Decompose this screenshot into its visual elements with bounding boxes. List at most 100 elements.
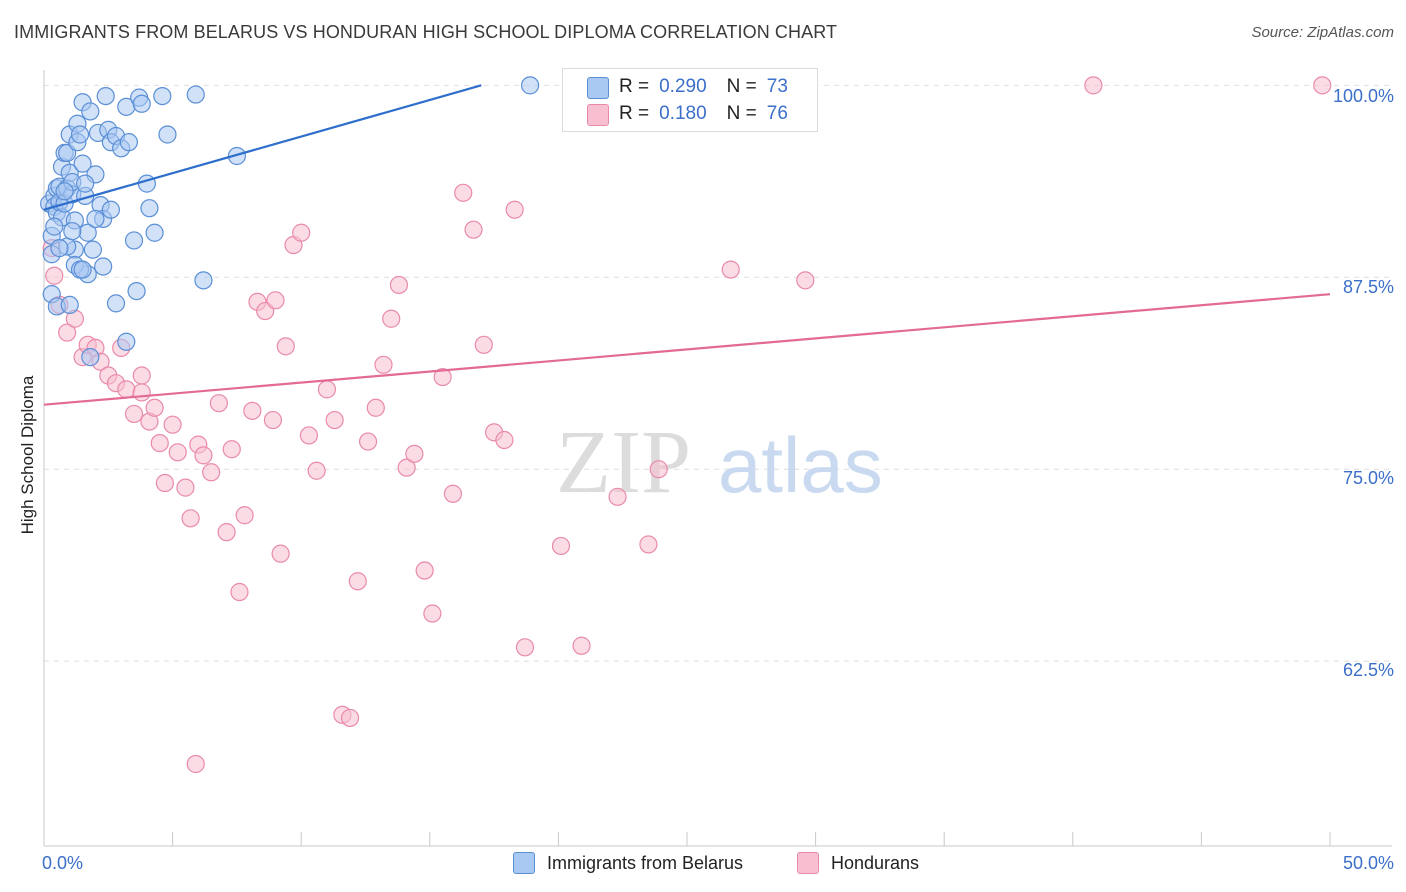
point-hondurans <box>222 440 241 459</box>
r-label: R = <box>619 103 650 124</box>
point-belarus <box>140 199 159 218</box>
point-hondurans <box>608 487 627 506</box>
point-belarus <box>96 87 115 106</box>
point-belarus <box>101 200 120 219</box>
point-hondurans <box>796 271 815 290</box>
legend-item-belarus[interactable]: Immigrants from Belarus <box>513 852 743 874</box>
point-hondurans <box>366 398 385 417</box>
point-belarus <box>124 231 144 250</box>
point-belarus <box>94 257 113 276</box>
point-belarus <box>45 217 64 236</box>
point-hondurans <box>176 478 195 497</box>
watermark-atlas: atlas <box>718 421 883 509</box>
point-hondurans <box>1084 76 1103 95</box>
chart-title: IMMIGRANTS FROM BELARUS VS HONDURAN HIGH… <box>14 22 838 42</box>
point-belarus <box>158 125 177 144</box>
point-belarus <box>63 222 82 241</box>
point-belarus <box>86 209 105 229</box>
point-belarus <box>55 182 74 201</box>
y-tick-label: 100.0% <box>1332 86 1394 106</box>
point-belarus <box>81 102 100 121</box>
point-belarus <box>60 295 79 315</box>
legend-label: Immigrants from Belarus <box>547 852 744 873</box>
stats-box: R = 0.290 N = 73 R = 0.180 N = 76 <box>562 68 818 132</box>
legend-label: Hondurans <box>831 852 920 873</box>
point-hondurans <box>443 484 463 503</box>
point-hondurans <box>168 443 187 462</box>
point-hondurans <box>423 604 442 623</box>
point-hondurans <box>572 636 591 655</box>
point-hondurans <box>163 415 182 434</box>
point-hondurans <box>217 523 236 542</box>
point-belarus <box>83 240 102 259</box>
point-hondurans <box>721 260 740 279</box>
point-hondurans <box>181 509 200 528</box>
point-belarus <box>73 154 92 173</box>
legend: Immigrants from Belarus Hondurans <box>0 852 1406 878</box>
point-hondurans <box>340 708 360 728</box>
point-belarus <box>194 271 213 290</box>
point-hondurans <box>474 335 493 354</box>
trend-line-hondurans <box>43 293 1331 406</box>
trend-line-belarus <box>43 84 482 211</box>
point-belarus <box>153 87 172 106</box>
point-hondurans <box>382 309 401 328</box>
point-hondurans <box>209 394 228 413</box>
point-hondurans <box>307 461 326 480</box>
point-hondurans <box>132 383 151 402</box>
point-hondurans <box>202 463 221 482</box>
point-hondurans <box>389 275 409 295</box>
point-hondurans <box>117 380 136 399</box>
point-belarus <box>106 294 126 313</box>
stats-swatch-pink <box>587 104 609 126</box>
point-hondurans <box>150 433 169 453</box>
y-tick-label: 87.5% <box>1342 277 1394 297</box>
trend-lines <box>43 84 1331 406</box>
point-belarus <box>70 125 90 144</box>
point-hondurans <box>45 266 64 285</box>
point-hondurans <box>639 535 658 554</box>
r-label: R = <box>619 76 650 97</box>
series-belarus <box>40 76 540 367</box>
point-belarus <box>76 174 95 193</box>
n-value: 76 <box>766 103 788 124</box>
point-hondurans <box>194 446 213 465</box>
point-hondurans <box>551 536 571 556</box>
point-hondurans <box>243 401 262 420</box>
series-hondurans <box>42 76 1332 774</box>
point-hondurans <box>454 183 473 202</box>
point-hondurans <box>325 410 344 430</box>
point-hondurans <box>374 355 393 374</box>
point-hondurans <box>397 458 416 477</box>
n-value: 73 <box>766 76 788 97</box>
point-hondurans <box>433 367 452 387</box>
point-hondurans <box>155 473 174 493</box>
point-hondurans <box>358 432 378 451</box>
r-value: 0.180 <box>659 103 707 124</box>
point-hondurans <box>132 366 151 385</box>
y-tick-label: 75.0% <box>1342 468 1394 488</box>
point-hondurans <box>235 506 254 525</box>
point-hondurans <box>515 638 535 657</box>
point-hondurans <box>649 460 668 479</box>
point-hondurans <box>505 200 524 219</box>
point-hondurans <box>495 430 514 450</box>
point-belarus <box>145 223 164 242</box>
point-hondurans <box>292 223 311 242</box>
point-hondurans <box>145 398 164 417</box>
legend-swatch-pink <box>797 852 819 874</box>
n-label: N = <box>726 76 757 97</box>
grid-lines <box>44 84 1392 662</box>
point-belarus <box>186 85 205 104</box>
point-hondurans <box>348 572 367 591</box>
point-hondurans <box>263 410 283 430</box>
point-belarus <box>81 348 100 367</box>
point-belarus <box>73 260 92 279</box>
legend-swatch-blue <box>513 852 535 874</box>
point-hondurans <box>58 323 77 342</box>
legend-item-hondurans[interactable]: Hondurans <box>797 852 919 874</box>
point-hondurans <box>186 754 205 774</box>
point-hondurans <box>415 561 434 580</box>
point-hondurans <box>266 291 285 310</box>
